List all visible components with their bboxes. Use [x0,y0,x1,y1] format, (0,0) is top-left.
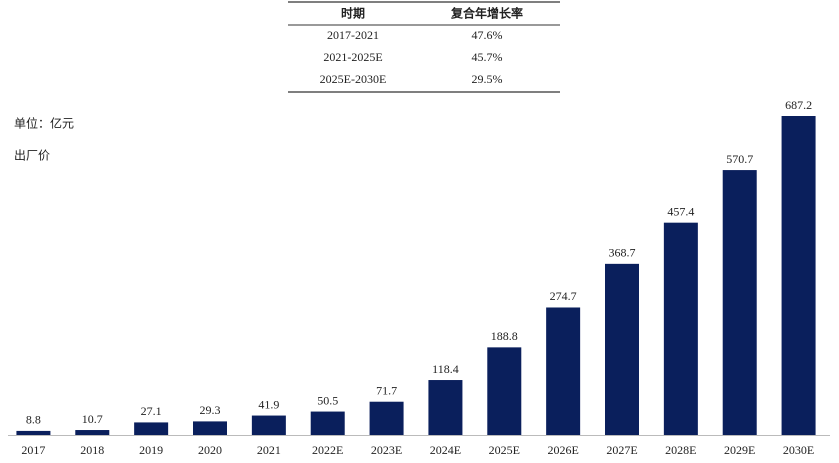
bar [663,222,698,435]
table-header: 复合年增长率 [450,6,523,21]
bar [193,421,227,435]
bar [310,411,345,435]
value-label: 687.2 [785,98,812,112]
value-label: 118.4 [432,362,459,376]
table-cell: 47.6% [472,28,503,42]
bar [546,307,581,435]
x-tick-label: 2018 [80,443,104,457]
x-tick-label: 2028E [665,443,696,457]
table-cell: 2021-2025E [323,50,382,64]
bar [487,347,522,435]
x-tick-label: 2030E [783,443,814,457]
value-label: 8.8 [26,413,41,427]
value-label: 274.7 [550,289,577,303]
note: 出厂价 [14,149,50,163]
x-tick-label: 2019 [139,443,163,457]
value-label: 50.5 [317,393,338,407]
x-tick-label: 2023E [371,443,402,457]
bar [369,401,404,435]
table-cell: 29.5% [472,72,503,86]
bar [251,415,286,435]
bar [722,170,757,436]
value-label: 457.4 [667,204,694,218]
x-tick-label: 2021 [257,443,281,457]
unit-label: 单位：亿元 [14,116,74,131]
x-tick-label: 2027E [606,443,637,457]
value-label: 29.3 [200,403,221,417]
value-label: 27.1 [141,404,162,418]
value-label: 188.8 [491,329,518,343]
value-label: 41.9 [258,397,279,411]
x-tick-label: 2020 [198,443,222,457]
x-tick-label: 2029E [724,443,755,457]
table-cell: 2025E-2030E [320,72,387,86]
value-label: 570.7 [726,152,753,166]
value-label: 368.7 [609,246,636,260]
x-tick-label: 2025E [489,443,520,457]
table-cell: 2017-2021 [327,28,379,42]
bar [781,116,816,435]
bar [428,380,463,435]
table-cell: 45.7% [472,50,503,64]
bar [134,422,169,435]
table-header: 时期 [341,6,365,21]
x-tick-label: 2022E [312,443,343,457]
value-label: 10.7 [82,412,103,426]
bar [75,430,110,435]
x-tick-label: 2017 [21,443,45,457]
x-tick-label: 2024E [430,443,461,457]
bar [605,263,639,435]
x-tick-label: 2026E [547,443,578,457]
bar [16,430,51,435]
value-label: 71.7 [376,383,397,397]
